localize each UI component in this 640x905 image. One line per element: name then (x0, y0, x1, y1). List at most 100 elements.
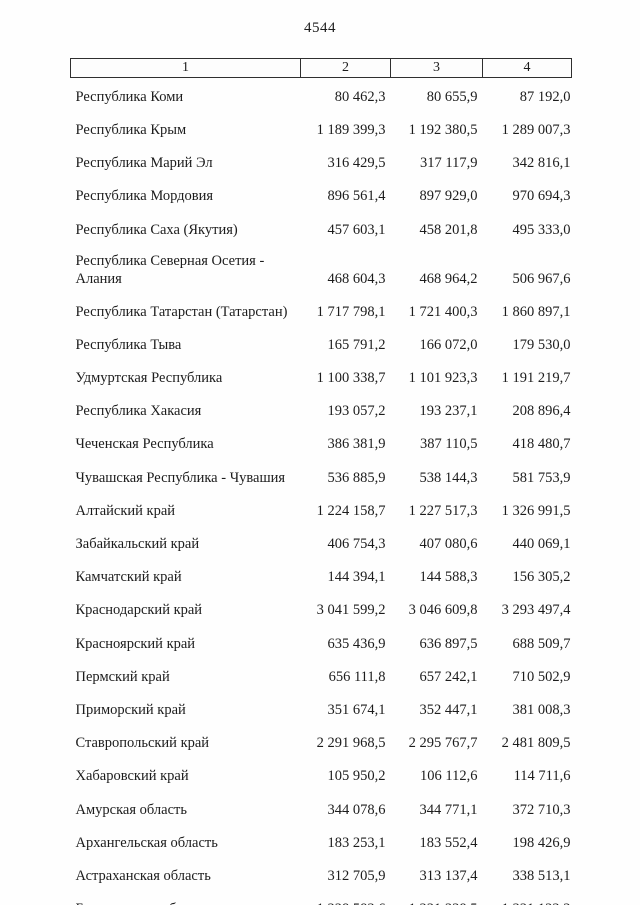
value-cell: 144 588,3 (419, 569, 478, 586)
value-cell: 179 530,0 (512, 336, 571, 353)
value-cell: 635 436,9 (327, 635, 386, 652)
value-cell: 87 192,0 (519, 88, 571, 105)
value-cell: 970 694,3 (512, 188, 571, 205)
region-name-cell: Алтайский край (75, 502, 176, 519)
value-cell: 2 481 809,5 (501, 735, 571, 752)
table-row: Приморский край 351 674,1 352 447,1 381 008… (71, 691, 572, 724)
value-cell: 165 791,2 (327, 336, 386, 353)
value-cell: 688 509,7 (512, 635, 571, 652)
region-name-cell: Республика Мордовия (75, 188, 214, 205)
table-row: Республика Крым 1 189 399,3 1 192 380,5 1 2… (71, 111, 572, 144)
value-cell: 458 201,8 (419, 221, 478, 238)
value-cell: 386 381,9 (327, 436, 386, 453)
value-cell: 3 046 609,8 (408, 602, 478, 619)
value-cell: 312 705,9 (327, 867, 386, 884)
value-cell: 338 513,1 (512, 867, 571, 884)
table-row: Краснодарский край 3 041 599,2 3 046 609,8… (71, 592, 572, 625)
value-cell: 440 069,1 (512, 536, 571, 553)
page-number: 4544 (304, 20, 336, 36)
value-cell: 344 078,6 (327, 801, 386, 818)
value-cell: 3 041 599,2 (316, 602, 386, 619)
value-cell: 1 227 517,3 (408, 502, 478, 519)
region-name-cell: Чувашская Республика - Чувашия (75, 469, 286, 486)
region-name-cell: Республика Хакасия (75, 403, 202, 420)
value-cell: 1 326 991,5 (501, 502, 571, 519)
value-cell: 144 394,1 (327, 569, 386, 586)
value-cell: 896 561,4 (327, 188, 386, 205)
value-cell: 897 929,0 (419, 188, 478, 205)
column-header-1: 1 (70, 58, 301, 78)
value-cell: 156 305,2 (512, 569, 571, 586)
value-cell: 1 331 122,2 (483, 890, 572, 905)
value-cell: 372 710,3 (512, 801, 571, 818)
table-row: Чеченская Республика 386 381,9 387 110,5 41… (71, 426, 572, 459)
value-cell: 208 896,4 (512, 403, 571, 420)
value-cell: 1 717 798,1 (316, 303, 386, 320)
value-cell: 344 771,1 (419, 801, 478, 818)
table-row: Забайкальский край 406 754,3 407 080,6 440 … (71, 525, 572, 558)
value-cell: 1 289 007,3 (501, 121, 571, 138)
table-row: Амурская область 344 078,6 344 771,1 372 71… (71, 791, 572, 824)
table-row: Алтайский край 1 224 158,7 1 227 517,3 1 32… (71, 492, 572, 525)
region-name-cell: Республика Татарстан (Татарстан) (75, 303, 288, 320)
table-row: Удмуртская Республика 1 100 338,7 1 101 92… (71, 359, 572, 392)
table-row: Красноярский край 635 436,9 636 897,5 688 5… (71, 625, 572, 658)
region-name-cell: Архангельская область (75, 834, 218, 851)
value-cell: 407 080,6 (419, 536, 478, 553)
table-row: Ставропольский край 2 291 968,5 2 295 767,… (71, 724, 572, 757)
table-body: Республика Коми 80 462,3 80 655,9 87 192,0 Р… (71, 78, 572, 905)
region-name-cell: Чеченская Республика (75, 436, 214, 453)
value-cell: 1 231 338,5 (391, 890, 483, 905)
region-name-cell: Амурская область (75, 801, 187, 818)
table-row: Республика Татарстан (Татарстан) 1 717 79… (71, 293, 572, 326)
table-row: Пермский край 656 111,8 657 242,1 710 502,9 (71, 658, 572, 691)
table-row: Камчатский край 144 394,1 144 588,3 156 305… (71, 558, 572, 591)
value-cell: 1 860 897,1 (501, 303, 571, 320)
region-name-cell: Республика Коми (75, 88, 184, 105)
region-name-cell: Пермский край (75, 668, 170, 685)
value-cell: 114 711,6 (513, 768, 571, 785)
value-cell: 406 754,3 (327, 536, 386, 553)
table-row: Республика Северная Осетия - Алания 468 6… (71, 244, 572, 293)
value-cell: 1 721 400,3 (408, 303, 478, 320)
value-cell: 538 144,3 (419, 469, 478, 486)
column-header-3: 3 (390, 58, 483, 78)
value-cell: 1 224 158,7 (316, 502, 386, 519)
region-name-cell: Забайкальский край (75, 536, 200, 553)
table-row: Республика Мордовия 896 561,4 897 929,0 970… (71, 178, 572, 211)
value-cell: 313 137,4 (419, 867, 478, 884)
table-row: Республика Тыва 165 791,2 166 072,0 179 530… (71, 326, 572, 359)
region-name-cell: Приморский край (75, 701, 186, 718)
value-cell: 2 291 968,5 (316, 735, 386, 752)
regions-data-table: 1 2 3 4 Республика Коми 80 462,3 80 655,9 8… (70, 58, 572, 905)
value-cell: 581 753,9 (512, 469, 571, 486)
region-name-cell: Красноярский край (75, 635, 196, 652)
value-cell: 352 447,1 (419, 701, 478, 718)
table-row: Хабаровский край 105 950,2 106 112,6 114 71… (71, 758, 572, 791)
value-cell: 418 480,7 (512, 436, 571, 453)
value-cell: 1 228 583,6 (301, 890, 391, 905)
value-cell: 317 117,9 (420, 155, 478, 172)
value-cell: 710 502,9 (512, 668, 571, 685)
value-cell: 80 655,9 (426, 88, 478, 105)
value-cell: 316 429,5 (327, 155, 386, 172)
value-cell: 381 008,3 (512, 701, 571, 718)
value-cell: 3 293 497,4 (501, 602, 571, 619)
value-cell: 387 110,5 (420, 436, 478, 453)
value-cell: 183 552,4 (419, 834, 478, 851)
value-cell: 198 426,9 (512, 834, 571, 851)
region-name-cell: Республика Саха (Якутия) (75, 221, 238, 238)
region-name-cell: Республика Тыва (75, 336, 182, 353)
value-cell: 468 604,3 (327, 270, 386, 287)
table-row: Республика Коми 80 462,3 80 655,9 87 192,0 (71, 78, 572, 112)
value-cell: 1 189 399,3 (316, 121, 386, 138)
value-cell: 351 674,1 (327, 701, 386, 718)
value-cell: 106 112,6 (420, 768, 478, 785)
value-cell: 1 101 923,3 (408, 370, 478, 387)
region-name-cell: Республика Северная Осетия - Алания (75, 253, 265, 287)
region-name-cell: Удмуртская Республика (75, 370, 223, 387)
value-cell: 495 333,0 (512, 221, 571, 238)
value-cell: 636 897,5 (419, 635, 478, 652)
